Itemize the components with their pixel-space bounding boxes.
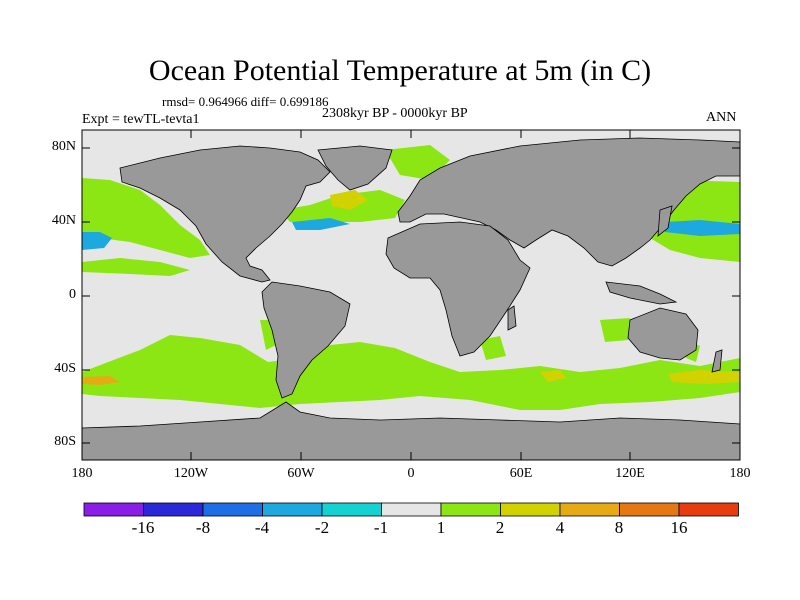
- colorbar-swatch: [619, 502, 680, 517]
- warm-band-eastern-pacific-tropics: [82, 258, 190, 276]
- colorbar-label: -8: [195, 518, 211, 537]
- cool-patch-north-pacific: [82, 232, 112, 250]
- colorbar-swatch: [500, 502, 561, 517]
- map-title: Ocean Potential Temperature at 5m (in C): [148, 54, 652, 87]
- colorbar-swatch: [262, 502, 323, 517]
- lat-label-80n: 80N: [51, 139, 76, 154]
- time-period: 2308kyr BP - 0000kyr BP: [322, 106, 468, 121]
- warm-patch-south-pacific-edge: [82, 376, 120, 385]
- lat-label-80s: 80S: [54, 434, 76, 449]
- warm-patch-north-atlantic: [330, 190, 368, 210]
- colorbar-label: 4: [555, 518, 565, 537]
- colorbar-label: -4: [254, 518, 270, 537]
- land-north-america: [119, 145, 331, 283]
- lon-label-180e: 180: [729, 466, 751, 481]
- lon-label-60e: 60E: [509, 466, 533, 481]
- continents: [81, 137, 741, 461]
- colorbar-label: 16: [670, 518, 688, 537]
- colorbar-label: -2: [314, 518, 330, 537]
- colorbar-swatch: [321, 502, 382, 517]
- lon-label-120w: 120W: [173, 466, 209, 481]
- axis-ticks: [82, 130, 740, 460]
- land-madagascar: [507, 305, 517, 331]
- colorbar-swatch: [143, 502, 204, 517]
- lat-label-eq: 0: [69, 287, 76, 302]
- land-eurasia: [397, 137, 741, 267]
- lon-label-180w: 180: [71, 466, 93, 481]
- season-label: ANN: [706, 110, 737, 125]
- colorbar-swatch: [440, 502, 501, 517]
- colorbar: [83, 502, 739, 517]
- colorbar-label: 1: [436, 518, 446, 537]
- land-maritime-asia: [605, 281, 678, 305]
- warm-band-north-pacific-east: [82, 178, 210, 258]
- colorbar-swatch: [559, 502, 620, 517]
- warm-patch-nordic-seas: [385, 145, 450, 180]
- warm-patch-west-australia: [600, 318, 630, 342]
- land-africa: [385, 221, 531, 357]
- land-australia: [627, 307, 699, 361]
- colorbar-swatch: [83, 502, 144, 517]
- warm-patch-south-indian: [668, 370, 740, 384]
- colorbar-label: -1: [373, 518, 389, 537]
- anomaly-shading: [82, 145, 740, 410]
- land-south-america: [261, 281, 351, 399]
- rmsd-diff-stats: rmsd= 0.964966 diff= 0.699186: [162, 94, 329, 109]
- experiment-label: Expt = tewTL-tevta1: [82, 112, 200, 127]
- land-new-zealand: [711, 349, 723, 373]
- lon-label-0: 0: [407, 466, 415, 481]
- land-greenland: [317, 145, 393, 191]
- colorbar-label: 8: [614, 518, 624, 537]
- lon-label-120e: 120E: [615, 466, 645, 481]
- lon-label-60w: 60W: [287, 466, 315, 481]
- warm-patch-agulhas: [480, 336, 506, 360]
- warm-band-southern-ocean: [82, 335, 740, 410]
- cool-patch-gulf-stream: [292, 218, 350, 230]
- land-japan: [657, 205, 673, 237]
- lat-label-40s: 40S: [54, 361, 76, 376]
- cool-patch-kuroshio: [665, 220, 740, 236]
- lat-label-40n: 40N: [51, 213, 76, 228]
- colorbar-swatch: [202, 502, 263, 517]
- warm-patch-south-atlantic: [540, 370, 566, 382]
- colorbar-swatch: [678, 502, 739, 517]
- colorbar-label: 2: [495, 518, 505, 537]
- colorbar-swatch: [381, 502, 442, 517]
- colorbar-label: -16: [131, 518, 155, 537]
